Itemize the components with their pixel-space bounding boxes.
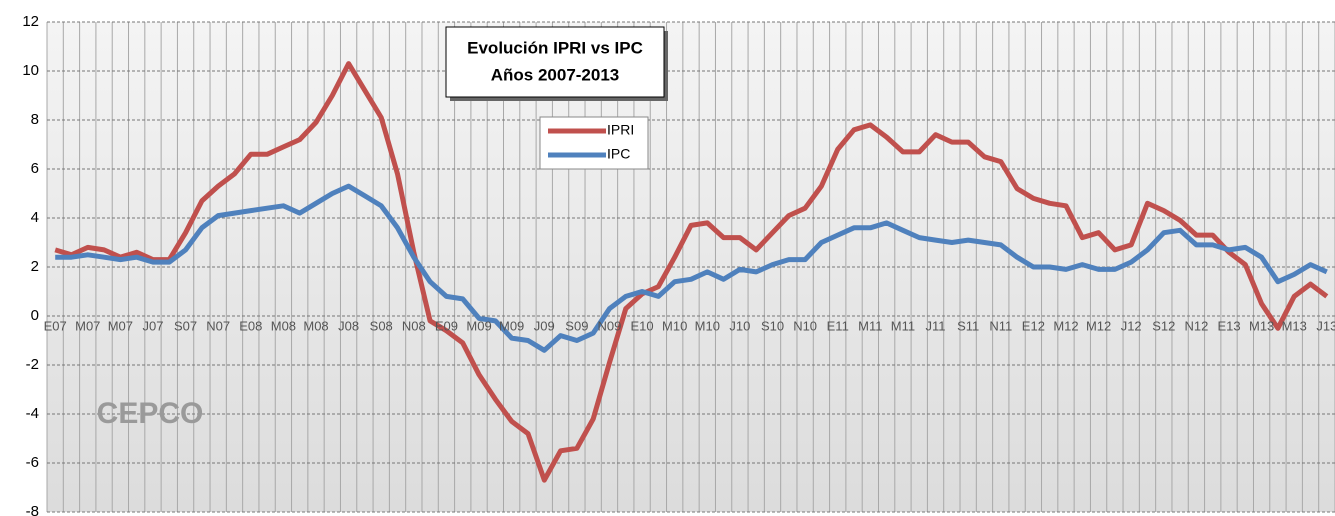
x-tick-label: S09 (565, 318, 588, 333)
y-tick-label: 2 (31, 258, 39, 275)
y-tick-label: -2 (26, 356, 39, 373)
x-tick-label: M12 (1086, 318, 1111, 333)
x-tick-label: S11 (957, 318, 979, 333)
x-tick-label: E10 (631, 318, 654, 333)
x-tick-label: J11 (926, 318, 946, 333)
x-tick-label: M07 (108, 318, 133, 333)
x-tick-label: N12 (1184, 318, 1208, 333)
x-tick-label: S12 (1152, 318, 1175, 333)
x-tick-label: M10 (695, 318, 720, 333)
x-tick-label: N09 (598, 318, 622, 333)
x-tick-label: S07 (174, 318, 197, 333)
y-tick-label: -8 (26, 503, 39, 516)
x-tick-label: M11 (891, 318, 915, 333)
x-tick-label: M08 (303, 318, 328, 333)
y-tick-label: 0 (31, 307, 39, 324)
x-tick-label: S10 (761, 318, 784, 333)
x-tick-label: E07 (44, 318, 67, 333)
x-tick-label: M11 (858, 318, 882, 333)
x-tick-label: J13 (1316, 318, 1335, 333)
x-tick-label: J12 (1121, 318, 1142, 333)
series-line (54, 61, 1329, 483)
y-tick-label: 12 (22, 13, 39, 30)
x-tick-label: M07 (75, 318, 100, 333)
x-tick-label: J08 (338, 318, 359, 333)
x-tick-label: M09 (466, 318, 491, 333)
x-tick-label: N11 (989, 318, 1012, 333)
y-tick-label: -6 (26, 454, 39, 471)
x-tick-label: M13 (1249, 318, 1274, 333)
legend-label: IPRI (607, 122, 634, 138)
x-tick-label: M10 (662, 318, 687, 333)
y-tick-label: 6 (31, 160, 39, 177)
x-tick-label: J07 (142, 318, 163, 333)
chart-subtitle: Años 2007-2013 (491, 65, 620, 84)
x-tick-label: E08 (239, 318, 262, 333)
x-tick-label: S08 (370, 318, 393, 333)
x-tick-label: J10 (729, 318, 750, 333)
title-box (445, 26, 665, 98)
x-tick-label: N08 (402, 318, 426, 333)
x-tick-label: M13 (1282, 318, 1307, 333)
x-tick-label: N07 (206, 318, 230, 333)
chart-title: Evolución IPRI vs IPC (467, 38, 643, 57)
legend (539, 116, 649, 170)
y-tick-label: 10 (22, 62, 39, 79)
x-tick-label: E09 (435, 318, 458, 333)
y-tick-label: -4 (26, 405, 39, 422)
logo: CEPCO (97, 397, 204, 430)
x-tick-label: M08 (271, 318, 296, 333)
x-tick-label: N10 (793, 318, 817, 333)
legend-label: IPC (607, 146, 630, 162)
plot-area (47, 22, 1335, 512)
series-line (55, 183, 1328, 353)
x-tick-label: M09 (499, 318, 524, 333)
x-tick-label: J09 (534, 318, 555, 333)
x-tick-label: E12 (1022, 318, 1045, 333)
x-tick-label: M12 (1053, 318, 1078, 333)
y-tick-label: 4 (31, 209, 39, 226)
x-tick-label: E13 (1217, 318, 1240, 333)
x-tick-label: E11 (827, 318, 849, 333)
y-tick-label: 8 (31, 111, 39, 128)
